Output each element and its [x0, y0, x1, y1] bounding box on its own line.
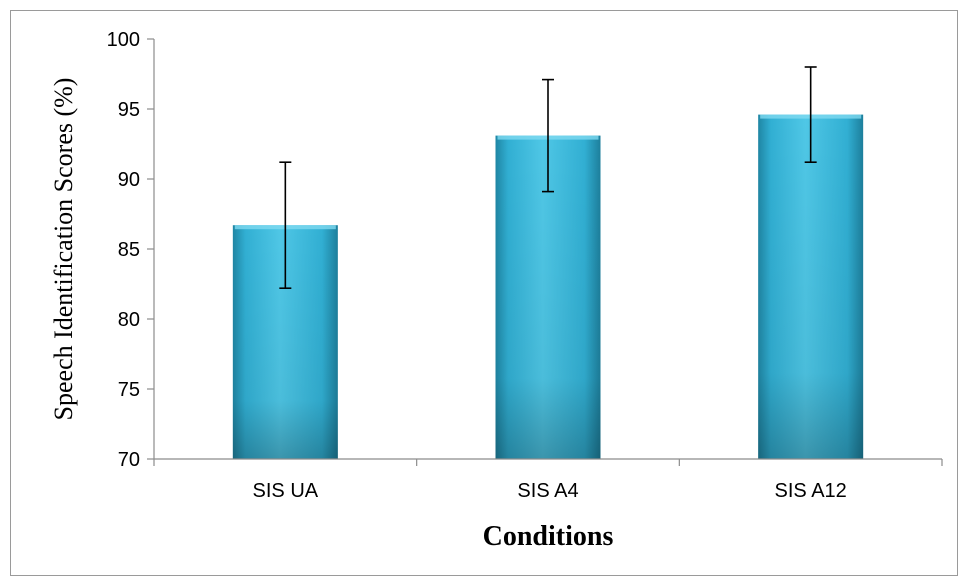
x-category-label: SIS A12: [775, 480, 847, 502]
x-ticks-layer: SIS UA SIS A4 SIS A12: [153, 459, 943, 502]
y-tick-label: 90: [118, 169, 140, 191]
bar-shade: [758, 114, 864, 459]
x-category-label: SIS A4: [517, 480, 578, 502]
y-tick-label: 95: [118, 99, 140, 121]
bars-layer: [232, 114, 864, 459]
y-tick-label: 100: [107, 29, 140, 51]
y-tick-label: 80: [118, 309, 140, 331]
bar-sis-a12: [758, 114, 864, 459]
error-bar: [542, 78, 554, 193]
y-axis-label: Speech Identification Scores (%): [49, 78, 78, 421]
y-ticks-layer: 70 75 80 85 90 95 100: [107, 29, 154, 471]
x-category-label: SIS UA: [253, 480, 319, 502]
error-bars-layer: [279, 66, 817, 290]
error-bar: [279, 161, 292, 290]
y-tick-label: 70: [118, 449, 140, 471]
error-bar: [804, 66, 817, 163]
x-axis-label: Conditions: [483, 521, 614, 552]
y-tick-label: 85: [118, 239, 140, 261]
y-tick-label: 75: [118, 379, 140, 401]
